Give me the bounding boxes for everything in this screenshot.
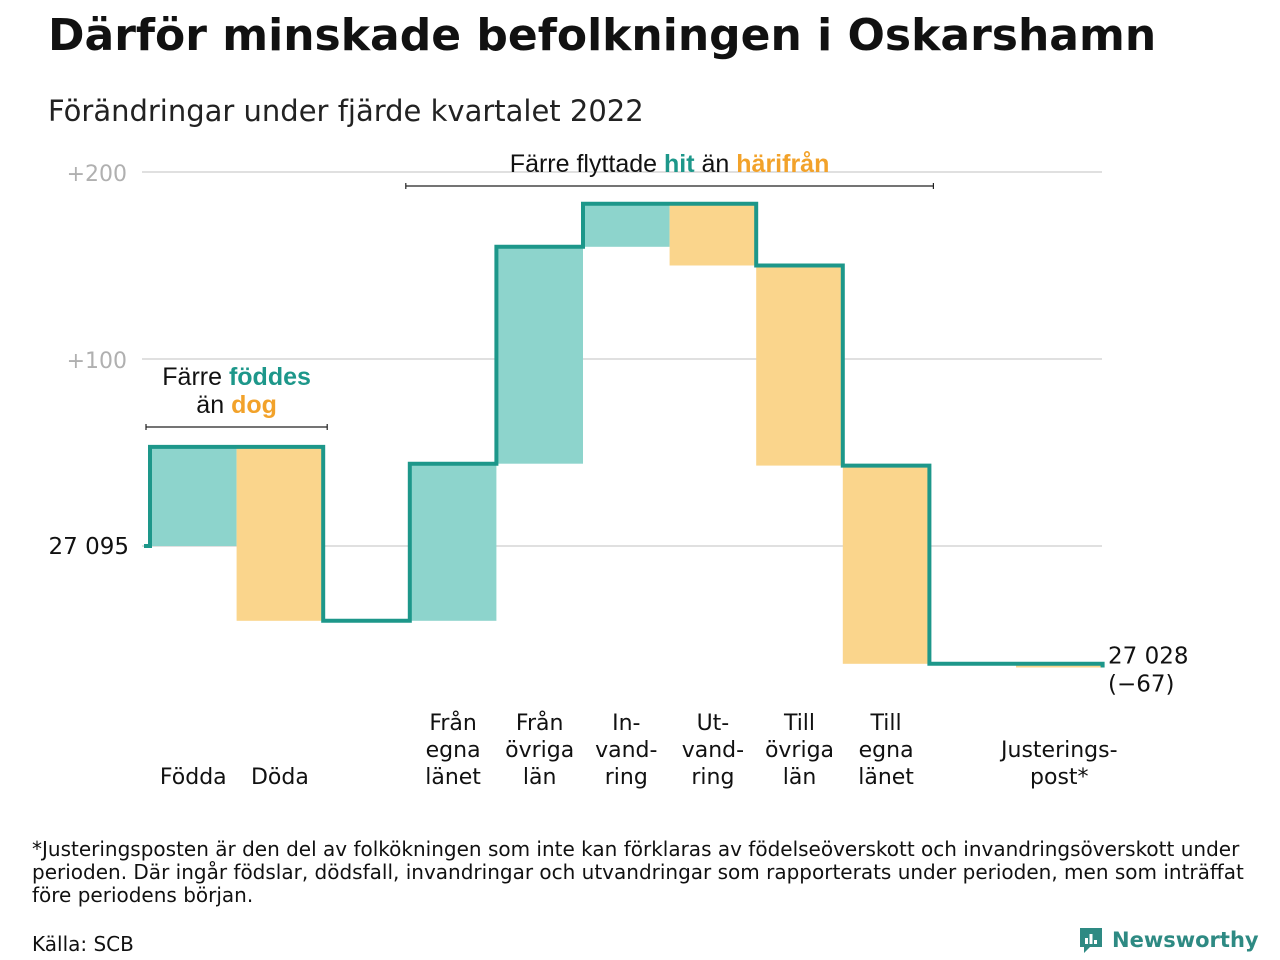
x-tick-label-6: Ut-vand-ring [682, 711, 744, 790]
chart-title: Därför minskade befolkningen i Oskarsham… [48, 10, 1157, 61]
x-tick-label-0: Födda [160, 765, 227, 790]
x-tick-label-8: Till egna länet [858, 711, 914, 790]
x-tick-label-5: In-vand-ring [595, 711, 657, 790]
line-layer [144, 201, 1105, 668]
end-change-label: (−67) [1108, 672, 1174, 698]
x-tick-label-10: Justerings-post* [999, 738, 1118, 790]
x-tick-label-3: Från egna länet [425, 710, 481, 790]
bar-layer [150, 203, 1103, 668]
bar-8 [842, 465, 930, 664]
bar-0 [150, 446, 237, 546]
bar-5 [583, 203, 670, 247]
x-tick-label-4: Från övriga län [505, 710, 574, 790]
bar-6 [669, 203, 757, 266]
y-tick-label: +200 [67, 162, 127, 187]
start-value-label: 27 095 [49, 534, 129, 560]
bar-7 [756, 265, 843, 466]
annotation-0-line-1: än dog [196, 391, 277, 419]
chart-subtitle: Förändringar under fjärde kvartalet 2022 [48, 94, 644, 128]
y-tick-label: +100 [67, 349, 127, 374]
waterfall-chart: +100 +200 Födda Döda Från egna länet Från övrig… [49, 150, 1189, 790]
x-tick-label-7: Till övriga län [765, 711, 834, 790]
x-tick-label-1: Döda [251, 765, 309, 790]
end-value-label: 27 028 [1108, 644, 1188, 670]
bar-3 [409, 463, 497, 621]
bar-1 [236, 446, 324, 621]
bar-4 [496, 246, 583, 464]
annotation-0-line-0: Färre föddes [162, 363, 311, 391]
label-layer: Födda Döda Från egna länet Från övriga län In-va… [49, 534, 1189, 790]
brand-logo: Newsworthy [1078, 926, 1259, 954]
annotation-1-line-0: Färre flyttade hit än härifrån [510, 150, 830, 178]
source-note: Källa: SCB [32, 932, 134, 956]
footnote: *Justeringsposten är den del av folkökni… [32, 837, 1244, 907]
newsworthy-logo-icon [1080, 928, 1102, 953]
waterfall-step-line [144, 201, 1105, 668]
grid-layer: +100 +200 [67, 162, 1102, 547]
brand-name: Newsworthy [1112, 928, 1259, 952]
